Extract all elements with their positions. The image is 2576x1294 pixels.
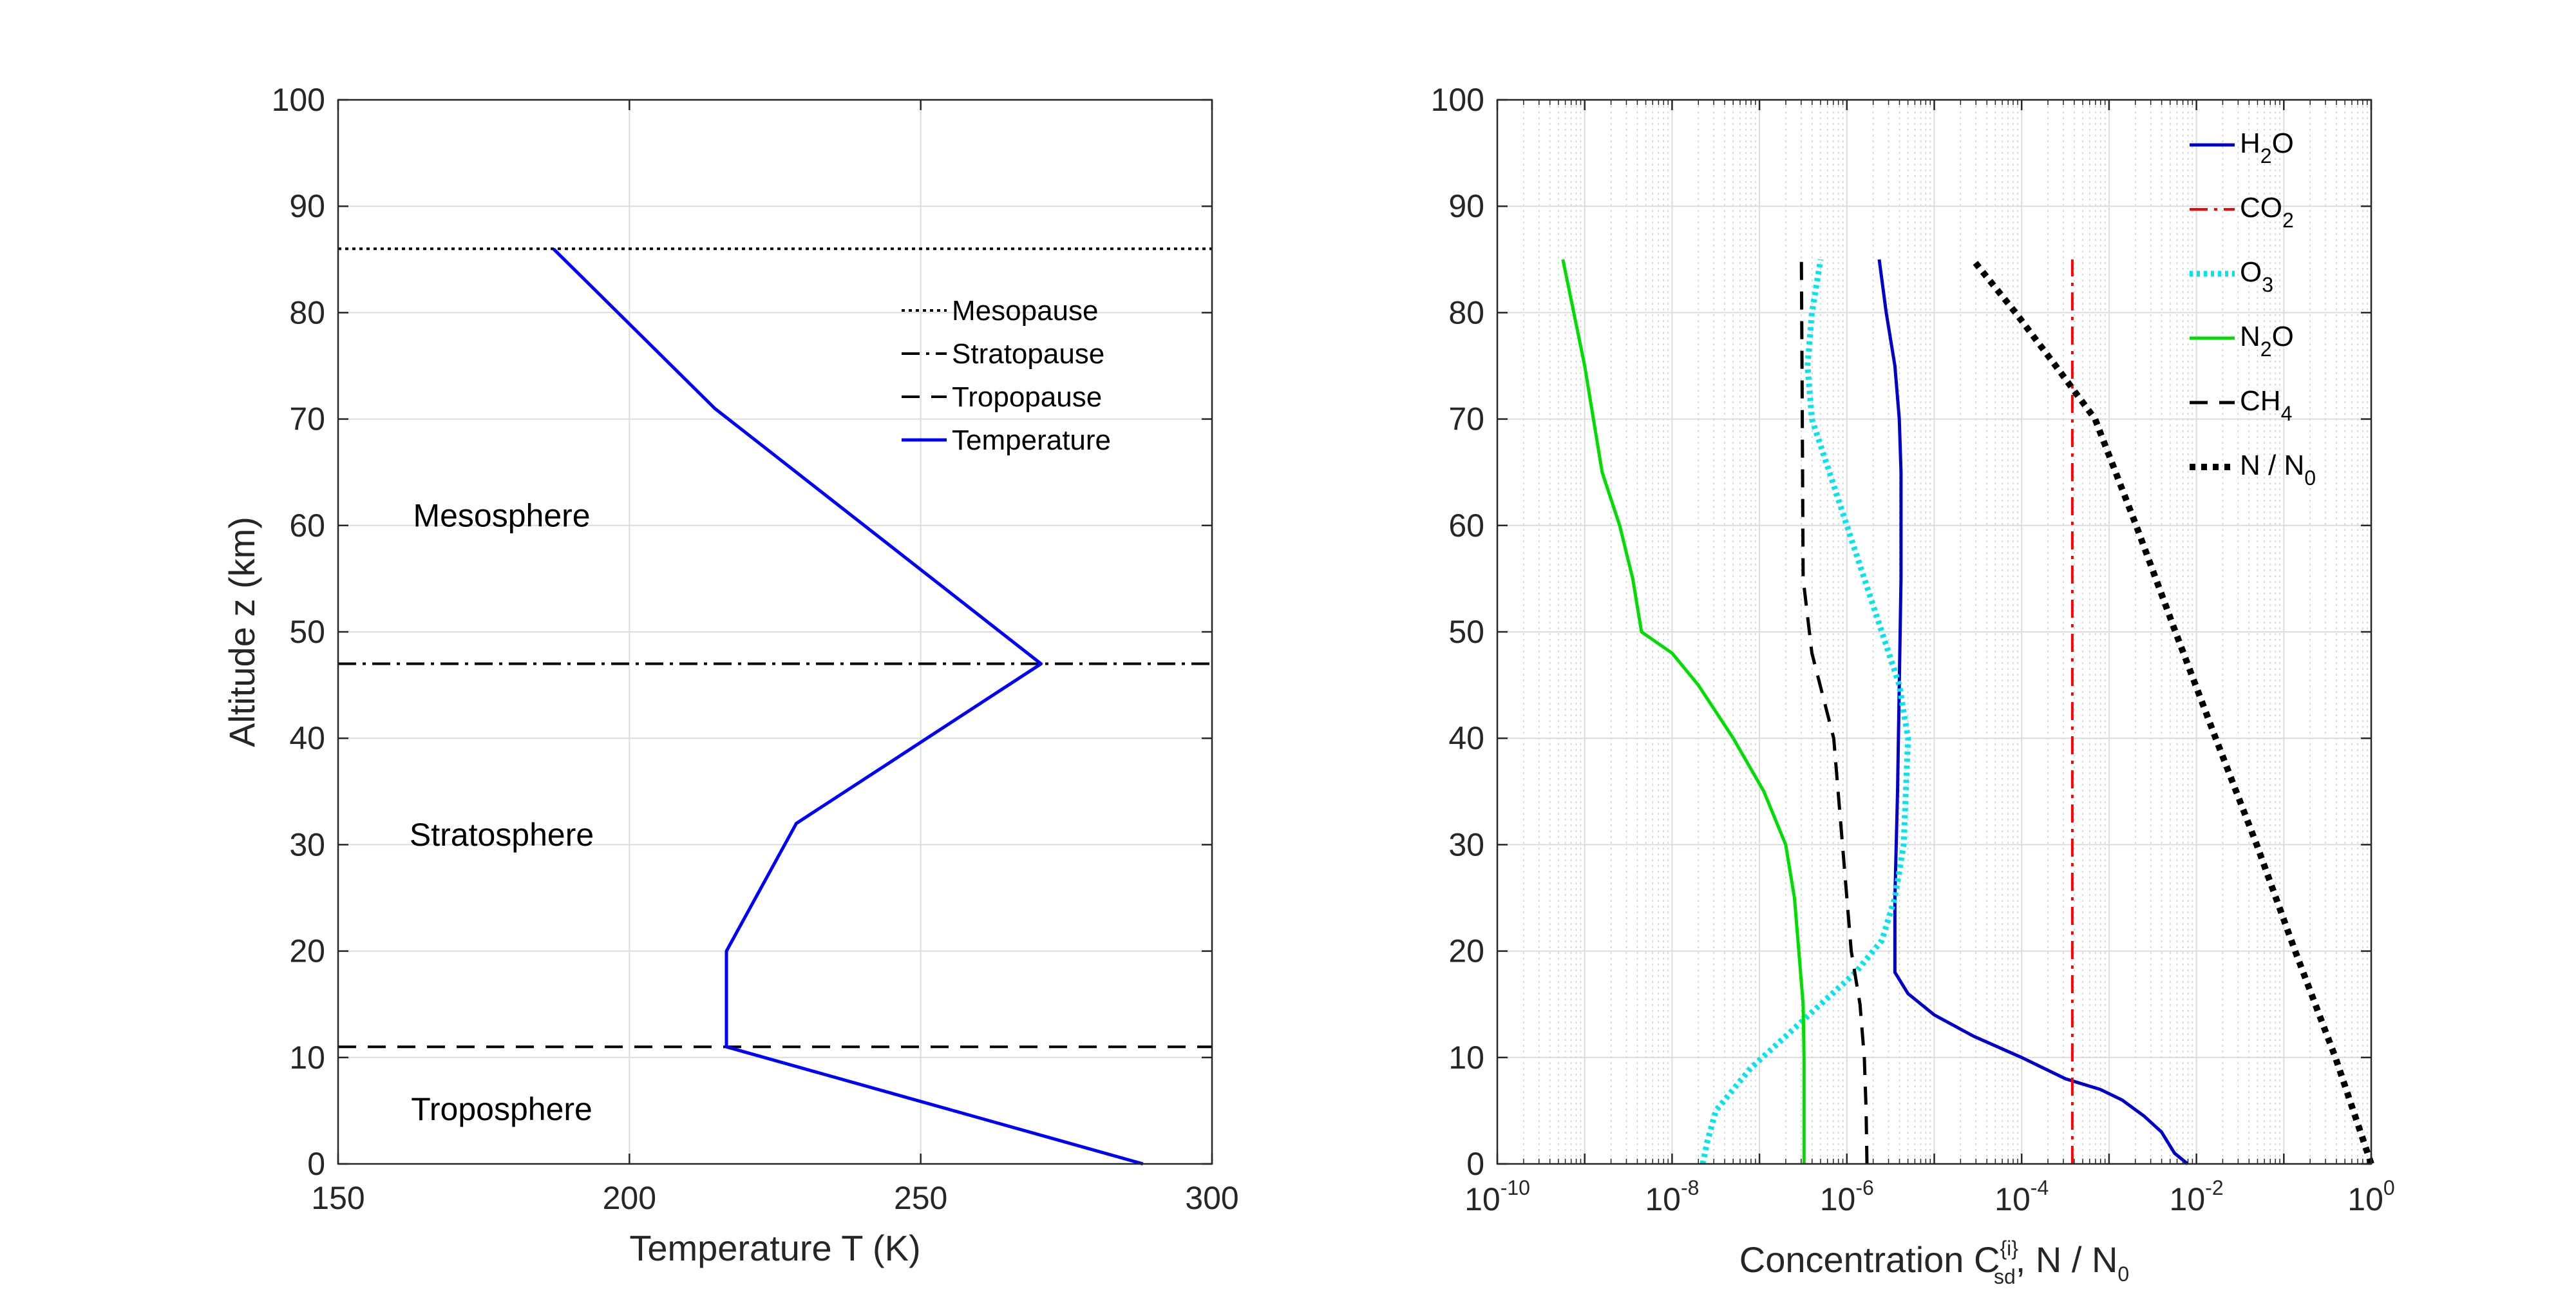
y-tick-label: 20	[1448, 933, 1484, 969]
legend-label: O3	[2240, 256, 2273, 296]
x-axis-label: Temperature T (K)	[629, 1228, 920, 1268]
y-tick-label: 80	[289, 294, 325, 330]
y-tick-label: 30	[289, 826, 325, 862]
y-tick-label: 100	[1431, 82, 1484, 118]
y-tick-label: 90	[289, 188, 325, 224]
y-tick-label: 90	[1448, 188, 1484, 224]
y-tick-label: 10	[1448, 1040, 1484, 1076]
n2o-line	[1561, 259, 1806, 1164]
x-tick-label: 200	[603, 1180, 656, 1216]
y-tick-label: 80	[1448, 294, 1484, 330]
legend-label: N2O	[2240, 321, 2294, 361]
region-label: Stratosphere	[410, 817, 594, 853]
y-tick-label: 70	[1448, 401, 1484, 437]
y-tick-label: 50	[289, 614, 325, 650]
y-tick-label: 50	[1448, 614, 1484, 650]
o3-line	[1700, 259, 1911, 1165]
x-tick-label: 10-8	[1645, 1176, 1699, 1217]
legend-label: CO2	[2240, 192, 2294, 232]
x-tick-label: 10-2	[2170, 1176, 2224, 1217]
region-label: Mesosphere	[413, 497, 590, 533]
x-tick-label: 150	[311, 1180, 365, 1216]
y-tick-label: 60	[289, 508, 325, 544]
temperature-profile-plot: 150 200 250 300 0 10 20 30 40 50 60 70 80 90 100 Temper…	[222, 82, 1239, 1268]
h2o-line	[1877, 259, 2189, 1165]
legend-label: Mesopause	[952, 295, 1098, 327]
y-tick-label: 40	[1448, 720, 1484, 756]
x-axis-label: Concentration C{i} sd, N / N0	[1739, 1237, 2129, 1288]
legend-label: H2O	[2240, 128, 2294, 167]
x-tick-label: 250	[894, 1180, 947, 1216]
x-tick-label: 10-4	[1994, 1176, 2049, 1217]
y-axis-label: Altitude z (km)	[222, 517, 262, 747]
concentration-profile-plot: 10-10 10-8 10-6 10-4 10-2 100 0 10 20 30 40 50 60 70 8…	[1431, 82, 2395, 1288]
y-tick-label: 40	[289, 720, 325, 756]
y-tick-label: 60	[1448, 508, 1484, 544]
x-tick-label: 10-10	[1464, 1176, 1530, 1217]
x-tick-label: 10-6	[1820, 1176, 1874, 1217]
n-n0-line	[1970, 257, 2374, 1165]
y-tick-label: 100	[272, 82, 325, 118]
legend-label: Tropopause	[952, 381, 1102, 413]
region-label: Troposphere	[411, 1091, 592, 1127]
y-tick-label: 0	[307, 1146, 325, 1182]
temperature-line	[552, 247, 1144, 1166]
legend-label: Temperature	[952, 424, 1111, 456]
x-tick-label: 300	[1185, 1180, 1238, 1216]
legend-label: CH4	[2240, 385, 2292, 425]
y-tick-label: 0	[1466, 1146, 1484, 1182]
legend-label: N / N0	[2240, 450, 2316, 490]
y-tick-label: 70	[289, 401, 325, 437]
y-tick-label: 10	[289, 1040, 325, 1076]
x-tick-label: 100	[2347, 1176, 2394, 1217]
legend-label: Stratopause	[952, 338, 1104, 370]
y-tick-label: 30	[1448, 826, 1484, 862]
y-tick-label: 20	[289, 933, 325, 969]
